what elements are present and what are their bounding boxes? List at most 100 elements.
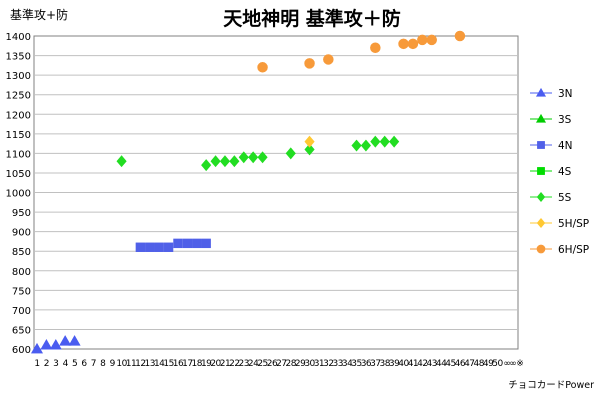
legend-label: 4N <box>558 140 573 152</box>
data-point <box>40 338 53 350</box>
legend-label: 5S <box>558 192 572 204</box>
data-point <box>30 342 44 354</box>
x-tick-label: ∞ <box>503 359 510 369</box>
x-tick-label: 26 <box>267 359 278 369</box>
data-point <box>304 58 315 69</box>
data-point <box>116 155 127 168</box>
legend-marker <box>536 244 546 254</box>
data-point <box>59 335 72 346</box>
data-point <box>285 147 296 160</box>
legend-marker <box>535 87 547 97</box>
x-tick-label: 35 <box>351 359 361 369</box>
y-tick-label: 600 <box>12 345 31 356</box>
y-axis-ticks: 600 650 700 750 800 850 900 950 1000 1050 1100 1150… <box>6 32 31 356</box>
y-tick-label: 750 <box>12 286 31 297</box>
x-tick-label: 29 <box>295 359 306 369</box>
chart-title: 天地神明 基準攻＋防 <box>223 7 401 30</box>
x-tick-label: 27 <box>276 359 286 369</box>
x-tick-label: 33 <box>333 359 343 369</box>
y-tick-label: 650 <box>12 325 31 336</box>
data-point <box>201 159 212 172</box>
y-tick-label: 1000 <box>6 189 31 200</box>
legend-label: 5H/SP <box>558 218 589 230</box>
y-tick-label: 1300 <box>6 71 31 82</box>
x-tick-label: 4 <box>63 359 69 369</box>
x-tick-label: ∞※ <box>509 359 523 369</box>
x-tick-label: 10 <box>116 359 127 369</box>
data-point <box>173 238 183 249</box>
data-point <box>417 34 428 46</box>
x-tick-label: 41 <box>408 359 418 369</box>
x-tick-label: 1 <box>34 359 39 369</box>
data-point <box>201 238 211 249</box>
x-tick-label: 22 <box>229 359 239 369</box>
x-tick-label: 23 <box>239 359 249 369</box>
x-tick-label: 6 <box>81 359 87 369</box>
legend-label: 6H/SP <box>558 244 589 256</box>
x-tick-label: 21 <box>220 359 230 369</box>
data-point <box>360 139 372 152</box>
y-tick-label: 800 <box>12 267 31 278</box>
x-axis-footer-label: チョコカードPower <box>508 380 594 391</box>
x-tick-label: 24 <box>248 359 259 369</box>
data-point <box>135 242 146 252</box>
y-tick-label: 950 <box>12 208 31 219</box>
data-point <box>351 139 362 152</box>
x-tick-label: 37 <box>370 359 380 369</box>
x-tick-label: 38 <box>380 359 391 369</box>
legend-marker <box>535 113 547 123</box>
y-axis-label: 基準攻+防 <box>10 7 68 22</box>
data-point <box>145 242 155 252</box>
x-tick-label: 7 <box>91 359 96 369</box>
data-point <box>454 30 466 42</box>
legend-label: 3N <box>558 88 573 100</box>
x-tick-label: 8 <box>100 359 106 369</box>
data-points <box>30 30 466 354</box>
data-point <box>219 155 231 168</box>
grid-lines <box>34 55 518 330</box>
legend-label: 3S <box>558 114 572 126</box>
x-tick-label: 5 <box>72 359 77 369</box>
x-tick-label: 15 <box>163 359 173 369</box>
y-tick-label: 1050 <box>6 169 31 180</box>
x-tick-label: 44 <box>436 359 447 369</box>
data-point <box>379 135 390 148</box>
x-tick-label: 36 <box>361 359 372 369</box>
y-tick-label: 1200 <box>6 110 31 121</box>
y-tick-label: 1250 <box>6 91 31 102</box>
legend-marker <box>536 218 546 228</box>
y-tick-label: 1100 <box>6 149 31 160</box>
x-tick-label: 40 <box>398 359 409 369</box>
x-tick-label: 46 <box>455 359 466 369</box>
data-point <box>389 135 400 148</box>
x-tick-label: 13 <box>145 359 155 369</box>
x-tick-label: 30 <box>304 359 315 369</box>
legend-label: 4S <box>558 166 572 178</box>
x-tick-label: 42 <box>417 359 427 369</box>
data-point <box>323 54 334 65</box>
data-point <box>210 155 221 168</box>
legend: 3N 3S 4N 4S 5S 5H/SP 6H/SP <box>530 87 589 256</box>
x-tick-label: 3 <box>53 359 58 369</box>
x-tick-label: 16 <box>173 359 184 369</box>
x-tick-label: 17 <box>182 359 192 369</box>
legend-marker <box>536 192 546 202</box>
data-point <box>229 155 240 168</box>
x-tick-label: 45 <box>445 359 455 369</box>
data-point <box>238 151 249 164</box>
x-tick-label: 50 <box>492 359 503 369</box>
data-point <box>304 135 315 148</box>
data-point <box>257 62 268 73</box>
data-point <box>182 238 193 249</box>
x-tick-label: 48 <box>473 359 484 369</box>
legend-marker <box>537 167 545 175</box>
x-tick-label: 25 <box>257 359 267 369</box>
data-point <box>304 143 315 156</box>
y-tick-label: 850 <box>12 247 31 258</box>
data-point <box>192 238 202 249</box>
x-tick-label: 20 <box>210 359 221 369</box>
data-point <box>154 242 164 252</box>
x-tick-label: 32 <box>323 359 333 369</box>
data-point <box>398 38 409 50</box>
data-point <box>370 42 381 53</box>
